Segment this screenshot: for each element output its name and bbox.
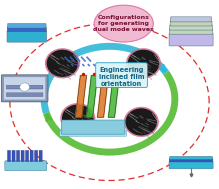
FancyBboxPatch shape <box>7 27 46 32</box>
Polygon shape <box>108 76 119 117</box>
FancyBboxPatch shape <box>5 161 47 171</box>
Circle shape <box>45 48 80 78</box>
Text: Engineering
inclined film
orientation: Engineering inclined film orientation <box>99 67 144 87</box>
Circle shape <box>60 103 95 133</box>
FancyBboxPatch shape <box>7 150 11 162</box>
FancyBboxPatch shape <box>171 17 212 22</box>
FancyBboxPatch shape <box>39 150 42 162</box>
FancyBboxPatch shape <box>169 159 213 162</box>
Text: Configurations
for generating
dual mode waves: Configurations for generating dual mode … <box>93 15 154 32</box>
Circle shape <box>124 107 159 137</box>
FancyBboxPatch shape <box>6 93 43 97</box>
Polygon shape <box>97 76 108 117</box>
FancyBboxPatch shape <box>6 85 43 89</box>
Ellipse shape <box>94 5 153 42</box>
FancyBboxPatch shape <box>21 150 24 162</box>
FancyBboxPatch shape <box>25 150 29 162</box>
FancyBboxPatch shape <box>35 150 38 162</box>
Circle shape <box>20 83 29 91</box>
FancyBboxPatch shape <box>61 120 125 134</box>
FancyBboxPatch shape <box>169 161 213 169</box>
Circle shape <box>62 105 94 132</box>
Polygon shape <box>76 76 87 117</box>
Circle shape <box>126 48 161 78</box>
FancyBboxPatch shape <box>60 130 127 136</box>
Circle shape <box>47 50 78 77</box>
Circle shape <box>128 50 159 77</box>
FancyBboxPatch shape <box>170 21 212 26</box>
FancyBboxPatch shape <box>8 23 46 28</box>
FancyBboxPatch shape <box>12 150 15 162</box>
FancyBboxPatch shape <box>169 33 213 46</box>
FancyBboxPatch shape <box>4 77 45 100</box>
FancyBboxPatch shape <box>1 75 48 102</box>
FancyBboxPatch shape <box>30 150 33 162</box>
Circle shape <box>125 108 157 136</box>
FancyBboxPatch shape <box>169 29 213 34</box>
Polygon shape <box>87 76 97 117</box>
FancyBboxPatch shape <box>170 156 212 160</box>
FancyBboxPatch shape <box>96 63 147 88</box>
FancyBboxPatch shape <box>170 25 212 30</box>
FancyBboxPatch shape <box>16 150 20 162</box>
FancyBboxPatch shape <box>7 31 47 42</box>
